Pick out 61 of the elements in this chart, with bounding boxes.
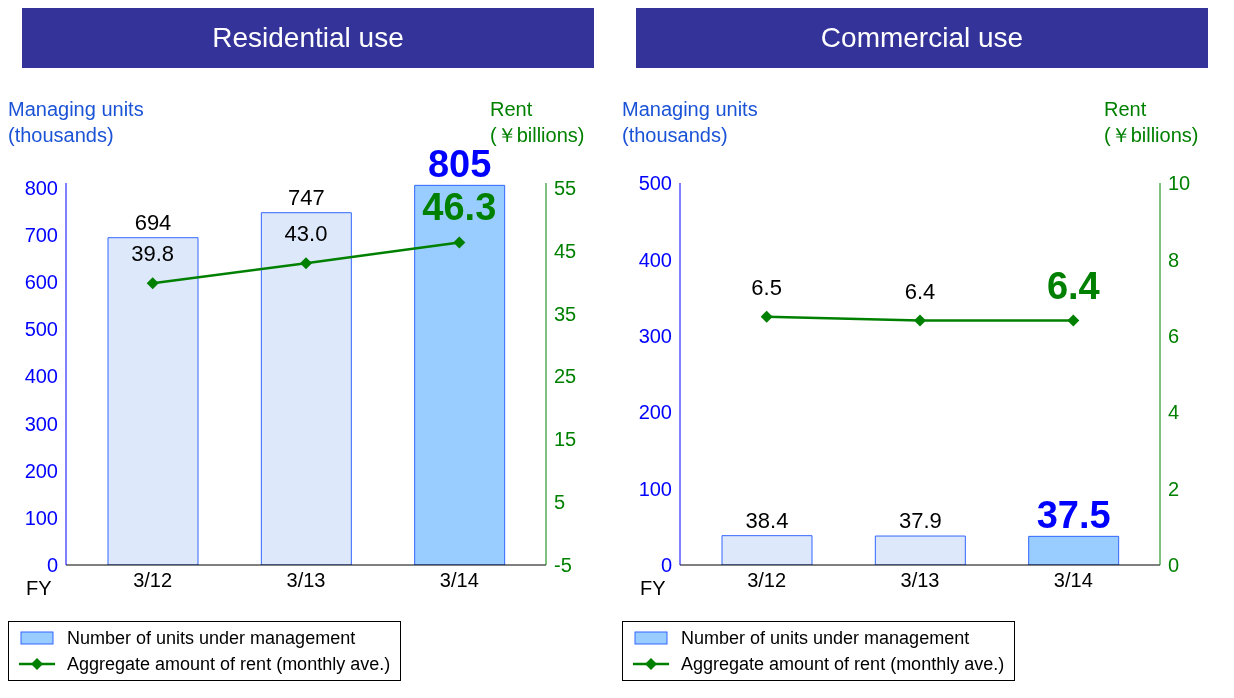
y-axis-title: Managing units (thousands)	[622, 97, 759, 148]
data-label: 747	[287, 184, 325, 210]
data-label: 37.5	[1036, 494, 1111, 537]
data-label: 39.8	[131, 241, 175, 267]
y-tick-label: 0	[660, 554, 672, 577]
y-tick-label: 100	[24, 506, 58, 529]
legend-label: Number of units under management	[681, 627, 970, 650]
y2-tick-label: 8	[1168, 248, 1180, 271]
data-label: 6.4	[1046, 264, 1100, 307]
y2-tick-label: -5	[554, 554, 572, 577]
x-tick-label: 3/14	[439, 569, 479, 592]
y2-tick-label: 6	[1168, 324, 1180, 347]
y-axis-title: Managing units (thousands)	[8, 97, 145, 148]
chart-title: Residential use	[22, 8, 594, 68]
y2-tick-label: 45	[554, 239, 577, 262]
legend-label: Aggregate amount of rent (monthly ave.)	[67, 653, 391, 676]
y2-tick-label: 25	[554, 365, 577, 388]
y2-tick-label: 4	[1168, 401, 1180, 424]
data-label: 6.5	[751, 274, 782, 300]
point	[146, 277, 159, 290]
data-label: 6.4	[904, 278, 936, 304]
y-tick-label: 400	[24, 365, 58, 388]
y-tick-label: 200	[24, 459, 58, 482]
data-label: 38.4	[745, 507, 789, 533]
chart-title: Commercial use	[636, 8, 1208, 68]
y-tick-label: 200	[638, 401, 672, 424]
point	[300, 257, 312, 270]
x-tick-label: 3/12	[747, 569, 787, 592]
y-tick-label: 800	[24, 176, 58, 199]
y-tick-label: 400	[638, 248, 672, 271]
y2-axis-title: Rent (￥billions)	[1104, 97, 1200, 148]
y-tick-label: 0	[46, 554, 58, 577]
x-tick-label: 3/14	[1053, 569, 1093, 592]
y-tick-label: 300	[24, 412, 58, 435]
x-tick-label: 3/13	[286, 569, 326, 592]
point	[453, 236, 466, 249]
y-tick-label: 500	[638, 172, 672, 195]
x-axis-title: FY	[640, 577, 666, 599]
x-tick-label: 3/13	[900, 569, 940, 592]
y-tick-label: 600	[24, 271, 58, 294]
x-tick-label: 3/12	[133, 569, 173, 592]
y-tick-label: 700	[24, 223, 58, 246]
y2-tick-label: 5	[554, 491, 566, 514]
y2-tick-label: 55	[554, 176, 577, 199]
y2-tick-label: 35	[554, 302, 577, 325]
legend-label: Number of units under management	[67, 627, 356, 650]
y2-axis-title: Rent (￥billions)	[490, 97, 586, 148]
data-label: 37.9	[898, 508, 942, 534]
x-axis-title: FY	[26, 577, 52, 599]
y-tick-label: 100	[638, 477, 672, 500]
y2-tick-label: 10	[1168, 172, 1191, 195]
y2-tick-label: 0	[1168, 554, 1180, 577]
y2-tick-label: 2	[1168, 477, 1180, 500]
data-label: 805	[427, 143, 492, 186]
y-tick-label: 300	[638, 324, 672, 347]
y-tick-label: 500	[24, 318, 58, 341]
data-label: 694	[134, 209, 172, 235]
data-label: 46.3	[422, 186, 497, 229]
data-label: 43.0	[284, 221, 328, 247]
legend-label: Aggregate amount of rent (monthly ave.)	[681, 653, 1005, 676]
y2-tick-label: 15	[554, 428, 577, 451]
